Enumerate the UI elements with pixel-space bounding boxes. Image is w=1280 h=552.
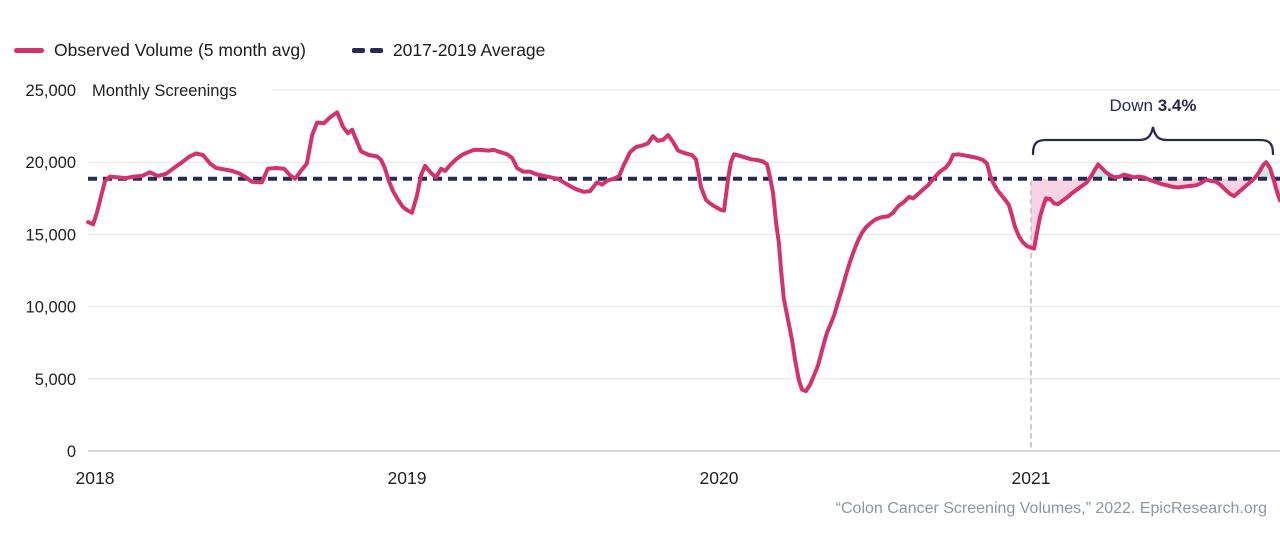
observed-volume-line [86,110,1280,394]
y-axis-unit-label: Monthly Screenings [92,82,237,100]
legend-label-observed: Observed Volume (5 month avg) [54,40,306,60]
legend-label-average: 2017-2019 Average [392,40,546,60]
x-tick-label-2021: 2021 [1012,468,1051,488]
average-line-swatch [351,48,383,53]
x-tick-label-2018: 2018 [76,468,115,488]
y-tick-label-15,000: 15,000 [26,226,76,244]
source-attribution: “Colon Cancer Screening Volumes,” 2022. … [835,500,1267,517]
observed-line-swatch [14,48,44,53]
below-average-area [1031,178,1280,249]
y-tick-label-0: 0 [67,443,76,461]
annotation-down-percent: Down 3.4% [1033,96,1273,116]
highlight-brace [1031,126,1275,156]
y-tick-label-5,000: 5,000 [35,371,76,389]
x-tick-label-2020: 2020 [700,468,739,488]
annotation-value: 3.4% [1157,96,1197,115]
legend-item-average: 2017-2019 Average [351,40,546,61]
y-tick-label-20,000: 20,000 [26,154,76,172]
annotation-prefix: Down [1109,96,1158,115]
legend-item-observed: Observed Volume (5 month avg) [14,40,306,61]
y-tick-label-10,000: 10,000 [26,299,76,317]
above-average-area [1031,162,1280,179]
y-tick-label-25,000: 25,000 [26,82,76,100]
x-tick-label-2019: 2019 [388,468,427,488]
legend: Observed Volume (5 month avg) 2017-2019 … [14,40,545,61]
